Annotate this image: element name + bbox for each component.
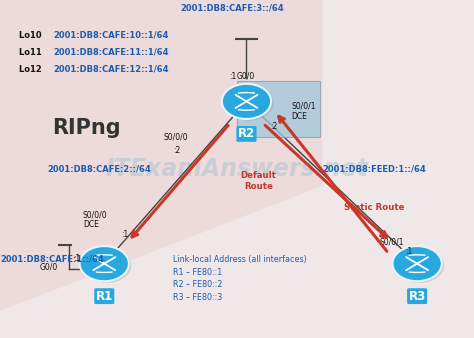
Text: :2: :2 xyxy=(270,122,277,131)
Text: S0/0/0: S0/0/0 xyxy=(164,132,188,141)
Text: Lo10: Lo10 xyxy=(19,31,45,40)
Text: 2001:DB8:CAFE:1::/64: 2001:DB8:CAFE:1::/64 xyxy=(0,254,104,263)
Text: :1: :1 xyxy=(73,254,81,263)
Text: ITExamAnswers.net: ITExamAnswers.net xyxy=(106,157,368,181)
Polygon shape xyxy=(0,0,322,311)
Circle shape xyxy=(222,84,271,119)
Text: 2001:DB8:CAFE:11::1/64: 2001:DB8:CAFE:11::1/64 xyxy=(53,48,169,57)
Text: S0/0/0: S0/0/0 xyxy=(83,210,108,219)
Text: Lo11: Lo11 xyxy=(19,48,45,57)
Text: :1: :1 xyxy=(121,231,128,239)
Text: R2: R2 xyxy=(238,127,255,140)
Text: :1: :1 xyxy=(229,72,236,80)
Text: 2001:DB8:FEED:1::/64: 2001:DB8:FEED:1::/64 xyxy=(322,165,426,173)
Text: DCE: DCE xyxy=(292,112,307,121)
Text: Link-local Address (all interfaces)
R1 – FE80::1
R2 – FE80::2
R3 – FE80::3: Link-local Address (all interfaces) R1 –… xyxy=(173,255,307,302)
Text: 2001:DB8:CAFE:12::1/64: 2001:DB8:CAFE:12::1/64 xyxy=(53,65,169,74)
Text: DCE: DCE xyxy=(83,220,99,229)
Circle shape xyxy=(224,86,273,121)
Text: G0/0: G0/0 xyxy=(39,263,58,271)
Text: Default
Route: Default Route xyxy=(240,171,276,191)
FancyBboxPatch shape xyxy=(237,81,320,137)
Text: RIPng: RIPng xyxy=(52,118,121,139)
Text: 2001:DB8:CAFE:10::1/64: 2001:DB8:CAFE:10::1/64 xyxy=(53,31,168,40)
Text: 2001:DB8:CAFE:3::/64: 2001:DB8:CAFE:3::/64 xyxy=(180,4,284,13)
Text: Static Route: Static Route xyxy=(344,203,405,212)
Text: G0/0: G0/0 xyxy=(237,72,255,80)
Text: :1: :1 xyxy=(405,247,412,256)
Text: :2: :2 xyxy=(173,146,180,155)
Text: R1: R1 xyxy=(96,290,113,303)
Text: Lo12: Lo12 xyxy=(19,65,45,74)
Circle shape xyxy=(82,248,131,283)
Circle shape xyxy=(80,246,129,281)
Circle shape xyxy=(395,248,444,283)
Circle shape xyxy=(392,246,442,281)
Text: S0/0/1: S0/0/1 xyxy=(379,237,404,246)
Text: S0/0/1: S0/0/1 xyxy=(292,102,316,111)
Text: R3: R3 xyxy=(409,290,426,303)
Text: 2001:DB8:CAFE:2::/64: 2001:DB8:CAFE:2::/64 xyxy=(47,165,151,173)
